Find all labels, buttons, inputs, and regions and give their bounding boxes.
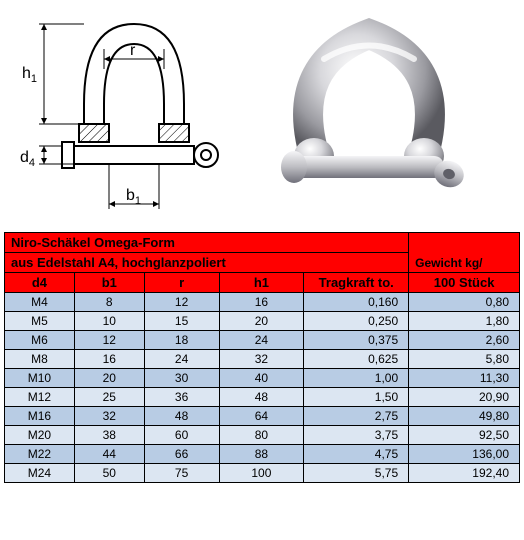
- cell-gewicht: 1,80: [409, 312, 520, 331]
- cell-h1: 16: [219, 293, 304, 312]
- cell-d4: M10: [5, 369, 75, 388]
- cell-gewicht: 20,90: [409, 388, 520, 407]
- cell-tragkraft: 1,50: [304, 388, 409, 407]
- cell-d4: M12: [5, 388, 75, 407]
- cell-b1: 38: [74, 426, 144, 445]
- cell-b1: 10: [74, 312, 144, 331]
- technical-diagram: r h1 d4 b1: [14, 4, 224, 224]
- cell-gewicht: 192,40: [409, 464, 520, 483]
- cell-tragkraft: 0,625: [304, 350, 409, 369]
- spec-table: Niro-Schäkel Omega-Form Gewicht kg/ aus …: [4, 232, 520, 483]
- table-row: M51015200,2501,80: [5, 312, 520, 331]
- cell-d4: M22: [5, 445, 75, 464]
- cell-tragkraft: 0,160: [304, 293, 409, 312]
- cell-r: 18: [144, 331, 219, 350]
- cell-d4: M24: [5, 464, 75, 483]
- cell-r: 30: [144, 369, 219, 388]
- cell-d4: M4: [5, 293, 75, 312]
- cell-r: 24: [144, 350, 219, 369]
- cell-b1: 44: [74, 445, 144, 464]
- cell-gewicht: 11,30: [409, 369, 520, 388]
- cell-d4: M5: [5, 312, 75, 331]
- table-title-2: aus Edelstahl A4, hochglanzpoliert: [5, 253, 409, 273]
- table-row: M4812160,1600,80: [5, 293, 520, 312]
- cell-b1: 12: [74, 331, 144, 350]
- cell-r: 75: [144, 464, 219, 483]
- cell-h1: 100: [219, 464, 304, 483]
- table-row: M163248642,7549,80: [5, 407, 520, 426]
- top-figure-region: r h1 d4 b1: [4, 4, 520, 224]
- col-header-r: r: [144, 273, 219, 293]
- cell-b1: 20: [74, 369, 144, 388]
- cell-b1: 32: [74, 407, 144, 426]
- cell-b1: 25: [74, 388, 144, 407]
- cell-b1: 16: [74, 350, 144, 369]
- cell-tragkraft: 2,75: [304, 407, 409, 426]
- title-row-1: Niro-Schäkel Omega-Form Gewicht kg/: [5, 233, 520, 253]
- cell-r: 66: [144, 445, 219, 464]
- table-row: M81624320,6255,80: [5, 350, 520, 369]
- label-d4: d4: [20, 149, 35, 169]
- header-row: d4 b1 r h1 Tragkraft to. 100 Stück: [5, 273, 520, 293]
- cell-h1: 24: [219, 331, 304, 350]
- cell-d4: M8: [5, 350, 75, 369]
- cell-gewicht: 136,00: [409, 445, 520, 464]
- table-row: M203860803,7592,50: [5, 426, 520, 445]
- cell-r: 36: [144, 388, 219, 407]
- col-header-tragkraft: Tragkraft to.: [304, 273, 409, 293]
- col-header-b1: b1: [74, 273, 144, 293]
- cell-d4: M20: [5, 426, 75, 445]
- table-title-1: Niro-Schäkel Omega-Form: [5, 233, 409, 253]
- cell-r: 12: [144, 293, 219, 312]
- label-h1: h1: [22, 65, 37, 85]
- cell-r: 15: [144, 312, 219, 331]
- table-row: M122536481,5020,90: [5, 388, 520, 407]
- cell-gewicht: 92,50: [409, 426, 520, 445]
- cell-d4: M16: [5, 407, 75, 426]
- col-header-gewicht: 100 Stück: [409, 273, 520, 293]
- cell-d4: M6: [5, 331, 75, 350]
- cell-h1: 40: [219, 369, 304, 388]
- cell-h1: 32: [219, 350, 304, 369]
- cell-tragkraft: 5,75: [304, 464, 409, 483]
- product-photo: [254, 4, 484, 214]
- cell-tragkraft: 3,75: [304, 426, 409, 445]
- cell-gewicht: 5,80: [409, 350, 520, 369]
- table-row: M2450751005,75192,40: [5, 464, 520, 483]
- cell-gewicht: 49,80: [409, 407, 520, 426]
- cell-gewicht: 2,60: [409, 331, 520, 350]
- table-row: M61218240,3752,60: [5, 331, 520, 350]
- cell-tragkraft: 0,250: [304, 312, 409, 331]
- cell-r: 60: [144, 426, 219, 445]
- label-r: r: [130, 42, 136, 59]
- cell-h1: 48: [219, 388, 304, 407]
- cell-tragkraft: 0,375: [304, 331, 409, 350]
- col-header-d4: d4: [5, 273, 75, 293]
- cell-b1: 8: [74, 293, 144, 312]
- cell-gewicht: 0,80: [409, 293, 520, 312]
- cell-h1: 80: [219, 426, 304, 445]
- cell-r: 48: [144, 407, 219, 426]
- table-row: M102030401,0011,30: [5, 369, 520, 388]
- table-row: M224466884,75136,00: [5, 445, 520, 464]
- cell-h1: 64: [219, 407, 304, 426]
- cell-b1: 50: [74, 464, 144, 483]
- weight-header-1: Gewicht kg/: [409, 233, 520, 273]
- cell-h1: 20: [219, 312, 304, 331]
- cell-tragkraft: 1,00: [304, 369, 409, 388]
- col-header-h1: h1: [219, 273, 304, 293]
- cell-tragkraft: 4,75: [304, 445, 409, 464]
- cell-h1: 88: [219, 445, 304, 464]
